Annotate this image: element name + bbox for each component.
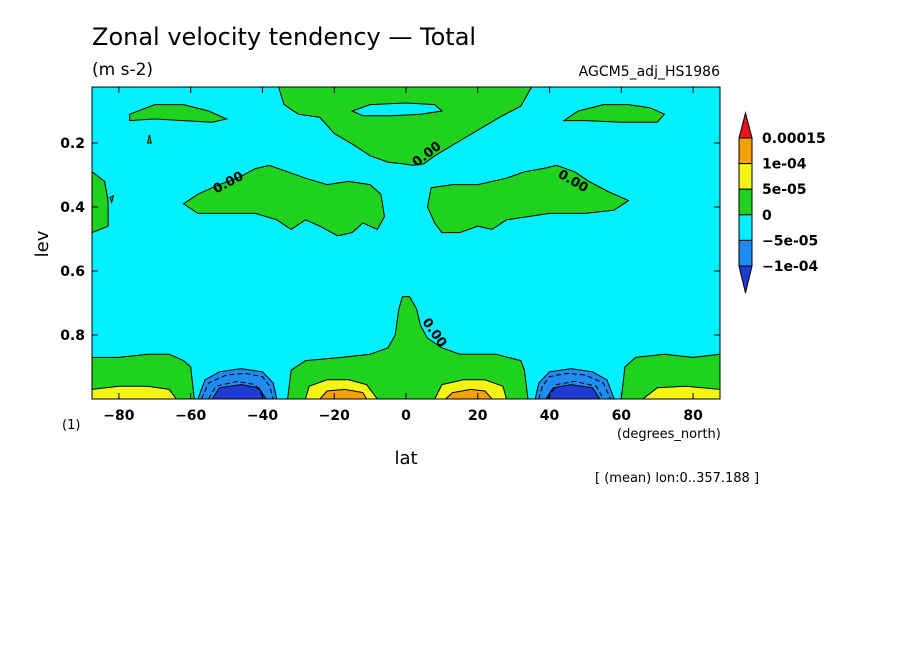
left-mid-region	[182, 164, 386, 237]
y-tick-label: 0.2	[60, 136, 85, 152]
averaging-note: [ (mean) lon:0..357.188 ]	[595, 471, 759, 486]
colorbar-swatch	[738, 239, 753, 267]
colorbar-label: −1e-04	[762, 259, 819, 275]
x-axis: −80 −60 −40 −20 0 20 40 60 80	[103, 87, 703, 424]
y-tick-label: 0.4	[60, 200, 85, 216]
colorbar-swatch	[738, 188, 753, 216]
x-tick-label: −20	[319, 408, 350, 424]
contour-fields	[91, 86, 721, 400]
nh-dashed-contour-b	[547, 380, 604, 400]
y-tick-label: 0.6	[60, 264, 85, 280]
x-tick-label: −40	[247, 408, 278, 424]
colorbar-swatch	[738, 137, 753, 165]
chart-units: (m s-2)	[92, 60, 153, 80]
x-tick-label: 0	[401, 408, 411, 424]
colorbar-top-arrow	[738, 111, 753, 139]
chart-title: Zonal velocity tendency — Total	[92, 23, 476, 51]
small-cell-b	[109, 194, 115, 204]
left-upper-region	[129, 104, 229, 123]
colorbar-label: −5e-05	[762, 233, 818, 249]
plot-area: 0.000.000.000.00	[91, 86, 721, 400]
x-tick-label: −80	[103, 408, 134, 424]
y-tick-label: 0.8	[60, 328, 85, 344]
dataset-label: AGCM5_adj_HS1986	[579, 64, 720, 80]
upper-jet-region	[277, 86, 533, 166]
y-axis-label: lev	[32, 230, 53, 257]
colorbar-label: 0	[762, 208, 772, 224]
colorbar-swatch	[738, 214, 753, 241]
y-axis-units: (1)	[62, 418, 80, 433]
sh-dashed-contour-b	[208, 380, 265, 400]
x-axis-label: lat	[394, 448, 417, 469]
sh-dashed-contour-a	[201, 372, 274, 400]
y-axis: 0.2 0.4 0.6 0.8	[60, 136, 720, 344]
x-tick-label: 80	[683, 408, 703, 424]
nh-dashed-contour-a	[538, 372, 611, 400]
x-tick-label: 20	[468, 408, 488, 424]
colorbar-label: 0.00015	[762, 131, 826, 147]
colorbar-label: 5e-05	[762, 182, 807, 198]
x-axis-units: (degrees_north)	[617, 427, 721, 442]
colorbar-swatch	[738, 163, 753, 190]
x-tick-label: 40	[540, 408, 560, 424]
right-mid-region	[426, 164, 630, 234]
small-cell-a	[146, 134, 152, 144]
x-tick-label: −60	[175, 408, 206, 424]
colorbar-label: 1e-04	[762, 157, 807, 173]
surface-positive-band	[91, 296, 721, 400]
sh-pole-core	[91, 385, 178, 400]
x-tick-label: 60	[612, 408, 632, 424]
right-upper-region	[562, 104, 666, 123]
upper-jet-hole	[350, 102, 444, 117]
colorbar: 0.00015 1e-04 5e-05 0 −5e-05 −1e-04	[738, 111, 826, 294]
colorbar-bottom-arrow	[738, 265, 753, 294]
